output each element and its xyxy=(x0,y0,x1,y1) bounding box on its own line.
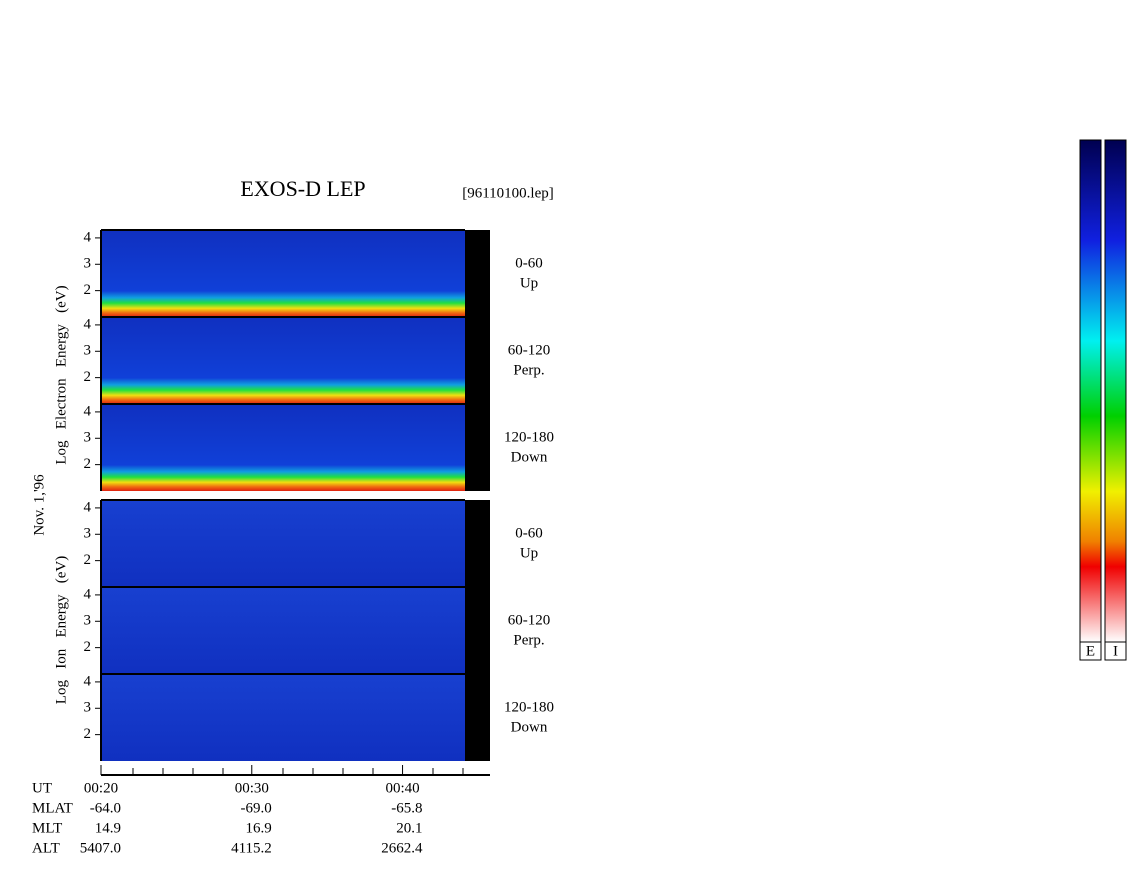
y-tick-label: 2 xyxy=(84,552,92,568)
color-bar-box xyxy=(1079,641,1102,661)
row-label: MLT xyxy=(32,820,62,836)
row-label: ALT xyxy=(32,840,60,856)
row-value: -69.0 xyxy=(241,800,272,816)
x-tick-label: 00:40 xyxy=(385,780,419,796)
color-bar xyxy=(1104,139,1127,643)
y-tick-label: 2 xyxy=(84,282,92,298)
y-tick-label: 4 xyxy=(84,499,92,515)
pitch-angle: 120-180 xyxy=(504,429,554,445)
no-data xyxy=(465,404,490,491)
color-bar-box xyxy=(1104,641,1127,661)
x-tick-label: 00:20 xyxy=(84,780,118,796)
no-data xyxy=(465,674,490,761)
y-tick-label: 4 xyxy=(84,673,92,689)
color-bar-label: E xyxy=(1086,643,1095,659)
y-tick-label: 3 xyxy=(84,613,92,629)
row-value: -65.8 xyxy=(391,800,422,816)
row-value: 5407.0 xyxy=(80,840,121,856)
y-tick-label: 4 xyxy=(84,403,92,419)
row-value: 4115.2 xyxy=(231,840,272,856)
spectrogram xyxy=(101,230,465,317)
direction: Perp. xyxy=(513,632,544,648)
y-tick-label: 4 xyxy=(84,316,92,332)
row-value: 14.9 xyxy=(95,820,121,836)
color-bar xyxy=(1079,139,1102,643)
direction: Down xyxy=(511,719,548,735)
file-name: [96110100.lep] xyxy=(462,185,554,201)
no-data xyxy=(465,500,490,587)
row-value: -64.0 xyxy=(90,800,121,816)
spectrogram xyxy=(101,674,465,761)
no-data xyxy=(465,587,490,674)
y-tick-label: 2 xyxy=(84,456,92,472)
pitch-angle: 60-120 xyxy=(508,612,551,628)
direction: Up xyxy=(520,275,538,291)
y-tick-label: 3 xyxy=(84,700,92,716)
date: Nov. 1,'96 xyxy=(31,474,47,536)
y-tick-label: 3 xyxy=(84,526,92,542)
row-value: 20.1 xyxy=(396,820,422,836)
pitch-angle: 0-60 xyxy=(515,525,543,541)
y-tick-label: 3 xyxy=(84,256,92,272)
title: EXOS-D LEP xyxy=(240,176,365,201)
row-label: MLAT xyxy=(32,800,73,816)
y-tick-label: 4 xyxy=(84,586,92,602)
ion-axis-label: Log Ion Energy (eV) xyxy=(53,556,69,704)
minor-ticks xyxy=(132,768,464,775)
y-tick-label: 3 xyxy=(84,343,92,359)
y-tick-label: 2 xyxy=(84,639,92,655)
row-value: 2662.4 xyxy=(381,840,423,856)
direction: Down xyxy=(511,449,548,465)
ut-label: UT xyxy=(32,780,52,796)
row-value: 16.9 xyxy=(246,820,272,836)
y-tick-label: 2 xyxy=(84,726,92,742)
spectrogram xyxy=(101,500,465,587)
pitch-angle: 120-180 xyxy=(504,699,554,715)
no-data xyxy=(465,317,490,404)
electron-axis-label: Log Electron Energy (eV) xyxy=(53,285,69,464)
y-tick-label: 2 xyxy=(84,369,92,385)
y-tick-label: 3 xyxy=(84,430,92,446)
pitch-angle: 0-60 xyxy=(515,255,543,271)
no-data xyxy=(465,230,490,317)
spectrogram xyxy=(101,587,465,674)
direction: Up xyxy=(520,545,538,561)
y-tick-label: 4 xyxy=(84,229,92,245)
spectrogram xyxy=(101,404,465,491)
direction: Perp. xyxy=(513,362,544,378)
x-tick-label: 00:30 xyxy=(235,780,269,796)
spectrogram xyxy=(101,317,465,404)
pitch-angle: 60-120 xyxy=(508,342,551,358)
color-bar-label: I xyxy=(1113,643,1118,659)
